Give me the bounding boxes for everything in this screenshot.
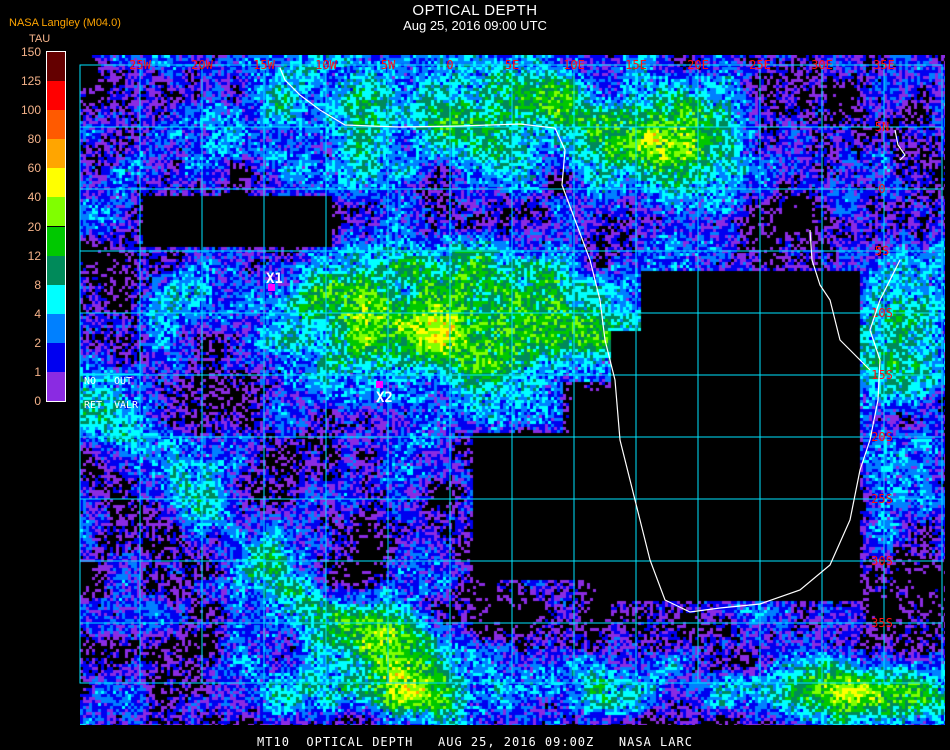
legend-tick-label: 8	[34, 277, 41, 292]
legend-tick-label: 150	[20, 45, 41, 59]
latitude-label: 5S	[875, 244, 889, 258]
legend-bin	[47, 52, 65, 82]
lake-outline	[894, 129, 906, 161]
legend-tick-label: 100	[20, 103, 41, 118]
latitude-label: 5N	[875, 120, 889, 134]
legend-tick-label: 12	[27, 248, 41, 263]
note-ret: RET	[84, 400, 102, 411]
legend-bin	[47, 81, 65, 111]
legend-tick-label: 4	[34, 306, 41, 321]
latitude-label: 20S	[871, 430, 893, 444]
legend-bin	[47, 110, 65, 140]
longitude-label: 0	[446, 58, 453, 72]
latitude-label: 30S	[871, 554, 893, 568]
legend-bin	[47, 313, 65, 343]
longitude-label: 20E	[687, 58, 709, 72]
marker-x1	[268, 284, 275, 291]
latitude-label: 25S	[871, 492, 893, 506]
note-no: NO	[84, 376, 96, 387]
longitude-label: 10E	[563, 58, 585, 72]
latitude-label: 35S	[871, 616, 893, 630]
longitude-label: 25W	[129, 58, 151, 72]
coastline	[279, 67, 901, 613]
latitude-label: 15S	[871, 368, 893, 382]
legend-bin	[47, 284, 65, 314]
legend-bin	[47, 371, 65, 401]
note-valr: VALR	[114, 400, 139, 411]
legend-tick-label: 60	[27, 161, 41, 176]
marker-x1-label: X1	[266, 271, 283, 287]
longitude-label: 5E	[505, 58, 519, 72]
legend-tick-label: 40	[27, 190, 41, 205]
longitude-label: 30E	[811, 58, 833, 72]
legend-tick-label: 80	[27, 132, 41, 147]
longitude-label: 15E	[625, 58, 647, 72]
legend-bin	[47, 168, 65, 198]
note-out: OUT	[114, 376, 132, 387]
chart-title: OPTICAL DEPTH	[412, 2, 538, 19]
grid-frame	[79, 64, 943, 684]
color-scale-legend	[46, 51, 66, 402]
longitude-label: 15W	[253, 58, 275, 72]
footer-caption: MT10 OPTICAL DEPTH AUG 25, 2016 09:00Z N…	[257, 735, 693, 749]
marker-x2	[376, 381, 383, 388]
lake-outline	[809, 229, 871, 371]
legend-bin	[47, 197, 65, 227]
legend-unit: TAU	[29, 33, 51, 45]
longitude-label: 10W	[315, 58, 337, 72]
organization-label: NASA Langley (M04.0)	[9, 17, 121, 29]
longitude-label: 35E	[873, 58, 895, 72]
legend-tick-label: 20	[27, 219, 41, 234]
legend-bin	[47, 342, 65, 372]
longitude-label: 20W	[191, 58, 213, 72]
legend-bin	[47, 255, 65, 285]
longitude-label: 5W	[381, 58, 396, 72]
legend-bin	[47, 139, 65, 169]
marker-x2-label: X2	[376, 390, 393, 406]
legend-tick-label: 1	[34, 364, 41, 379]
latitude-label: 0	[878, 182, 885, 196]
legend-tick-label: 0	[34, 394, 41, 408]
legend-tick-label: 125	[20, 74, 41, 89]
longitude-label: 25E	[749, 58, 771, 72]
chart-subtitle: Aug 25, 2016 09:00 UTC	[403, 18, 547, 33]
legend-bin	[47, 226, 65, 256]
legend-tick-label: 2	[34, 335, 41, 350]
